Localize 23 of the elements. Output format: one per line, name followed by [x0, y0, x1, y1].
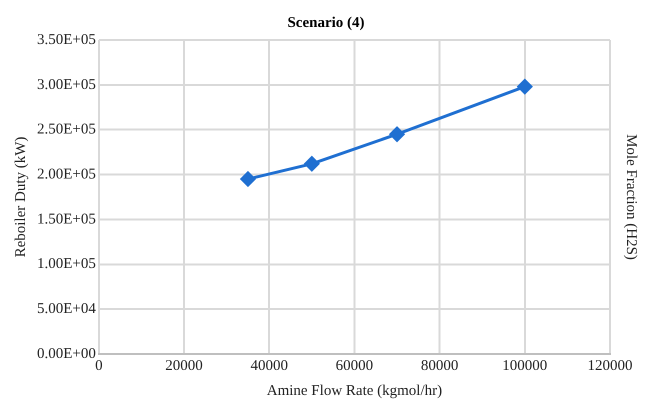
- x-tick-label: 40000: [250, 358, 288, 374]
- x-tick-label: 80000: [420, 358, 458, 374]
- y-axis-title: Reboiler Duty (kW): [12, 136, 29, 258]
- y-tick-label: 0.00E+00: [36, 346, 96, 362]
- x-tick-label: 60000: [336, 358, 374, 374]
- y-tick-label: 2.00E+05: [36, 166, 96, 183]
- y-tick-label: 2.50E+05: [36, 122, 96, 138]
- x-tick-label: 120000: [588, 358, 632, 374]
- x-tick-label: 0: [95, 358, 103, 374]
- point: [390, 126, 405, 142]
- x-axis-title: Amine Flow Rate (kgmol/hr): [266, 382, 442, 399]
- x-tick-label: 100000: [502, 358, 548, 374]
- chart-title: Scenario (4): [287, 14, 365, 31]
- point: [517, 79, 532, 94]
- y-tick-label: 1.00E+05: [36, 256, 96, 272]
- y-tick-label: 3.00E+05: [36, 76, 96, 93]
- point: [240, 172, 256, 187]
- y2-axis-title: Mole Fraction (H2S): [623, 134, 640, 260]
- point: [304, 156, 320, 172]
- y-tick-label: 3.50E+05: [36, 32, 96, 48]
- x-tick-label: 20000: [165, 358, 203, 374]
- y-tick-label: 5.00E+04: [36, 301, 96, 318]
- y-tick-label: 1.50E+05: [36, 211, 96, 228]
